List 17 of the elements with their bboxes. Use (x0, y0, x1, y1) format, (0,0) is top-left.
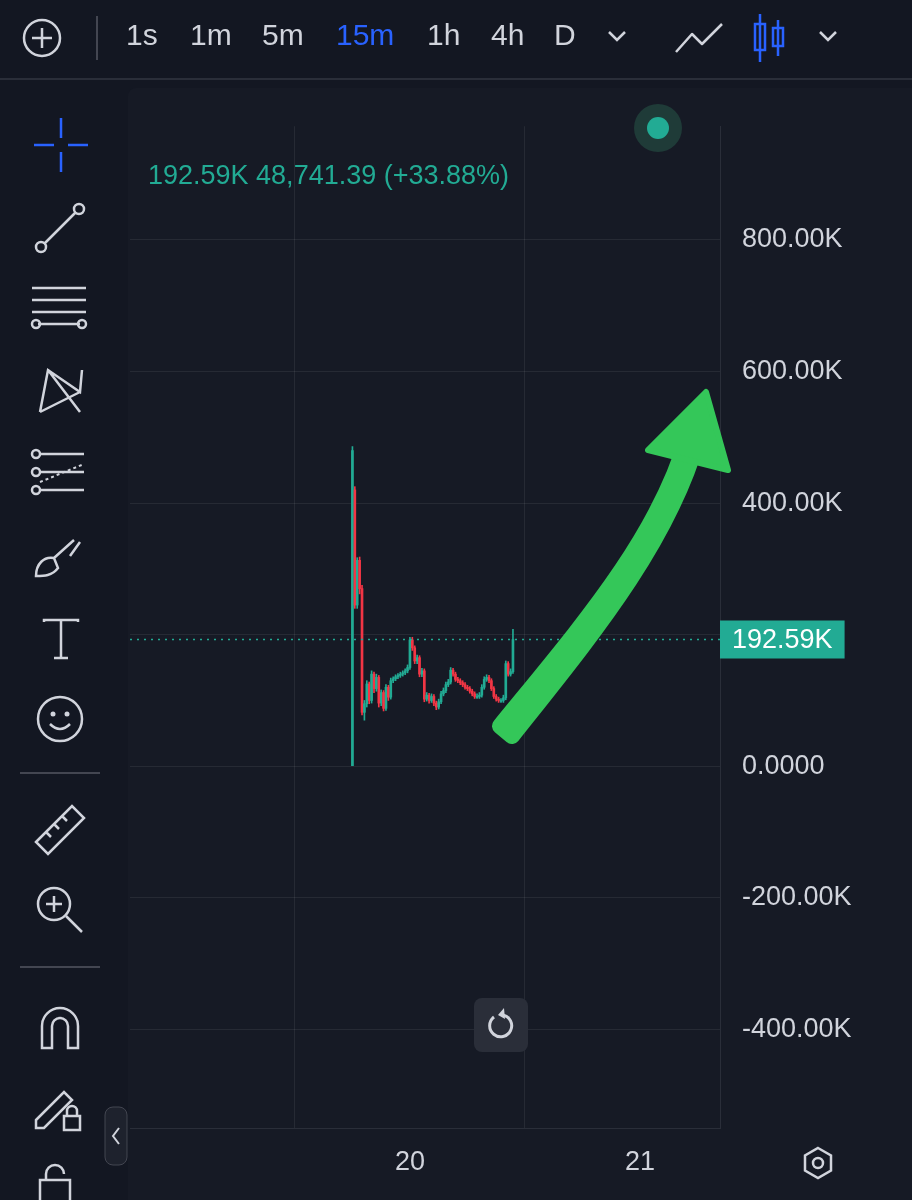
text: 1h (427, 18, 461, 52)
text: 15m (336, 18, 395, 52)
x-tick-label: 21 (624, 1145, 655, 1176)
y-tick-label: -200.00K (742, 881, 852, 912)
y-tick-label: 400.00K (742, 486, 843, 517)
ref-line-label: 192.59K (732, 623, 833, 654)
text: 1m (190, 18, 232, 52)
y-tick-label: 0.0000 (742, 749, 825, 780)
text: D (554, 18, 576, 52)
text: 5m (262, 18, 304, 52)
annotation: 192.59K 48,741.39 (+33.88%) (148, 160, 510, 191)
text: 4h (491, 18, 525, 52)
y-tick-label: 800.00K (742, 223, 843, 254)
x-tick-label: 20 (394, 1145, 425, 1176)
text: 1s (126, 18, 158, 52)
y-tick-label: -400.00K (742, 1012, 852, 1043)
y-tick-label: 600.00K (742, 355, 843, 386)
